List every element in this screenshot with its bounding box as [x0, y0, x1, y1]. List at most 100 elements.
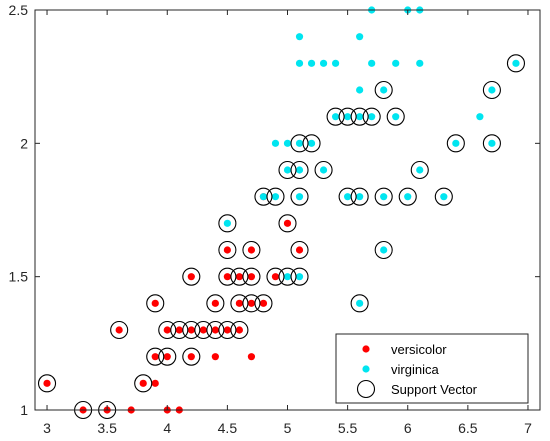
data-point-virginica	[295, 139, 304, 147]
data-point-virginica	[380, 86, 388, 94]
support-vector-circle	[374, 80, 393, 100]
data-point-versicolor	[211, 353, 219, 361]
data-point-virginica	[368, 59, 376, 67]
support-vector-circle	[37, 374, 57, 393]
data-point-virginica	[283, 166, 292, 174]
data-point-virginica	[283, 273, 292, 281]
data-point-virginica	[476, 113, 484, 121]
support-vector-circle	[398, 187, 417, 206]
data-point-versicolor	[211, 326, 219, 334]
data-point-virginica	[331, 113, 340, 121]
support-vector-circle	[254, 187, 273, 206]
support-vector-circle	[110, 320, 129, 340]
x-tick-label: 4.5	[218, 420, 238, 436]
legend-label: Support Vector	[391, 382, 478, 397]
support-vector-circle	[338, 187, 357, 206]
support-vector-circle	[290, 240, 309, 260]
support-vector-circle	[290, 134, 309, 153]
x-tick-label: 3	[43, 420, 51, 436]
series-virginica	[223, 6, 520, 307]
support-vector-circle	[446, 134, 465, 153]
data-point-versicolor	[187, 353, 195, 361]
data-point-versicolor	[295, 246, 304, 254]
data-point-versicolor	[223, 273, 231, 281]
data-point-versicolor	[187, 273, 195, 281]
support-vector-circle	[338, 107, 357, 126]
support-vector-circle	[242, 240, 261, 260]
data-point-virginica	[259, 193, 268, 201]
support-vector-circle	[194, 320, 213, 340]
legend-swatch	[362, 345, 370, 353]
support-vector-circle	[134, 374, 153, 393]
data-point-virginica	[271, 139, 280, 147]
legend-swatch	[362, 365, 370, 373]
data-point-versicolor	[247, 353, 256, 361]
data-point-virginica	[512, 59, 520, 67]
data-point-versicolor	[163, 326, 171, 334]
legend-swatch	[356, 379, 376, 399]
data-point-virginica	[356, 86, 364, 94]
support-vector-circle	[182, 347, 201, 366]
data-point-virginica	[295, 33, 304, 41]
legend-label: versicolor	[391, 342, 447, 357]
support-vector-circle	[314, 160, 333, 180]
data-point-virginica	[319, 166, 328, 174]
data-point-virginica	[488, 86, 496, 94]
support-vector-circle	[410, 160, 429, 180]
data-point-versicolor	[151, 299, 159, 307]
y-tick-label: 1.5	[9, 269, 29, 285]
data-point-virginica	[295, 166, 304, 174]
legend: versicolor virginica Support Vector	[335, 333, 529, 404]
support-vector-circle	[506, 54, 526, 73]
support-vector-circle	[158, 347, 177, 366]
support-vector-circle	[482, 134, 501, 153]
data-point-virginica	[356, 113, 364, 121]
support-vector-circle	[218, 320, 237, 340]
support-vector-circle	[182, 320, 201, 340]
y-tick-label: 2	[20, 135, 28, 151]
data-marks	[37, 6, 526, 420]
support-vector-circle	[374, 240, 393, 260]
data-point-virginica	[223, 219, 231, 227]
data-point-virginica	[356, 193, 364, 201]
data-point-versicolor	[115, 326, 123, 334]
x-tick-label: 7	[524, 420, 532, 436]
data-point-versicolor	[199, 326, 207, 334]
support-vector-circle	[206, 294, 225, 313]
data-point-versicolor	[223, 246, 231, 254]
data-point-virginica	[271, 193, 280, 201]
support-vector-circle	[158, 320, 177, 340]
data-point-virginica	[344, 113, 352, 121]
support-vector-circle	[218, 240, 237, 260]
x-tick-label: 3.5	[97, 420, 117, 436]
x-tick-label: 5.5	[338, 420, 358, 436]
support-vector-circle	[302, 134, 321, 153]
support-vector-circle	[278, 267, 297, 286]
data-point-virginica	[283, 139, 292, 147]
data-point-virginica	[416, 166, 424, 174]
data-point-versicolor	[247, 273, 256, 281]
support-vector-circle	[350, 294, 369, 313]
support-vector-circle	[278, 160, 297, 180]
support-vector-circle	[290, 267, 309, 286]
data-point-versicolor	[247, 299, 256, 307]
data-point-virginica	[452, 139, 460, 147]
support-vector-circle	[386, 107, 405, 126]
y-tick-label: 1	[20, 402, 28, 418]
data-point-versicolor	[247, 246, 256, 254]
support-vector-circle	[434, 187, 453, 206]
data-point-versicolor	[259, 299, 268, 307]
data-point-versicolor	[43, 379, 51, 387]
data-point-versicolor	[271, 273, 280, 281]
data-point-virginica	[295, 59, 304, 67]
data-point-versicolor	[283, 219, 292, 227]
support-vector-circle	[146, 347, 165, 366]
data-point-virginica	[356, 33, 364, 41]
data-point-virginica	[404, 193, 412, 201]
data-point-versicolor	[223, 326, 231, 334]
support-vector-circle	[242, 294, 261, 313]
data-point-virginica	[392, 59, 400, 67]
x-tick-label: 4	[163, 420, 171, 436]
x-tick-label: 6.5	[458, 420, 478, 436]
